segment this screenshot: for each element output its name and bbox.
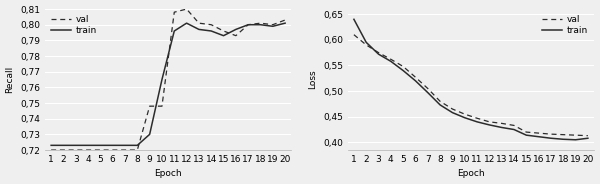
val	[232, 35, 239, 37]
val	[350, 34, 358, 36]
train	[486, 124, 493, 126]
val	[245, 24, 252, 26]
Legend: val, train: val, train	[49, 14, 99, 37]
val	[387, 58, 394, 60]
train	[412, 80, 419, 82]
train	[257, 24, 264, 26]
val	[208, 24, 215, 26]
train	[208, 30, 215, 32]
val	[523, 131, 530, 133]
train	[121, 144, 128, 146]
val	[97, 149, 104, 151]
val	[547, 133, 554, 135]
train	[498, 126, 505, 129]
val	[170, 11, 178, 13]
train	[535, 136, 542, 138]
Line: train: train	[51, 23, 285, 145]
val	[60, 149, 67, 151]
val	[109, 149, 116, 151]
Line: val: val	[354, 35, 588, 136]
val	[362, 44, 370, 46]
val	[375, 52, 382, 54]
train	[375, 53, 382, 55]
val	[220, 30, 227, 32]
val	[281, 19, 289, 21]
train	[109, 144, 116, 146]
val	[257, 22, 264, 24]
val	[183, 8, 190, 10]
train	[47, 144, 55, 146]
val	[486, 121, 493, 123]
train	[220, 35, 227, 37]
val	[511, 124, 518, 127]
val	[449, 108, 456, 110]
train	[387, 60, 394, 62]
Legend: val, train: val, train	[540, 14, 590, 37]
val	[461, 113, 469, 115]
Line: train: train	[354, 19, 588, 140]
Line: val: val	[51, 9, 285, 150]
train	[523, 134, 530, 136]
val	[412, 76, 419, 78]
Y-axis label: Recall: Recall	[5, 66, 14, 93]
train	[362, 41, 370, 43]
val	[572, 134, 579, 136]
val	[72, 149, 79, 151]
val	[269, 24, 277, 26]
train	[400, 70, 407, 72]
Y-axis label: Loss: Loss	[308, 70, 317, 89]
train	[560, 138, 567, 140]
train	[584, 137, 592, 139]
train	[572, 139, 579, 141]
val	[47, 149, 55, 151]
train	[449, 112, 456, 114]
val	[400, 65, 407, 68]
val	[85, 149, 92, 151]
train	[473, 121, 481, 123]
val	[158, 105, 166, 107]
train	[97, 144, 104, 146]
val	[146, 105, 153, 107]
train	[269, 25, 277, 27]
val	[424, 87, 431, 90]
train	[245, 24, 252, 26]
train	[183, 22, 190, 24]
train	[547, 137, 554, 139]
train	[461, 117, 469, 119]
train	[232, 28, 239, 31]
val	[584, 135, 592, 137]
train	[72, 144, 79, 146]
train	[85, 144, 92, 146]
train	[511, 128, 518, 131]
X-axis label: Epoch: Epoch	[154, 169, 182, 178]
X-axis label: Epoch: Epoch	[457, 169, 485, 178]
train	[350, 18, 358, 20]
val	[134, 149, 141, 151]
val	[560, 134, 567, 136]
train	[170, 30, 178, 32]
val	[498, 122, 505, 124]
val	[535, 132, 542, 134]
train	[437, 104, 444, 106]
train	[196, 28, 203, 31]
val	[121, 149, 128, 151]
train	[281, 22, 289, 24]
val	[437, 100, 444, 102]
train	[134, 144, 141, 146]
val	[196, 22, 203, 24]
train	[424, 91, 431, 94]
val	[473, 117, 481, 119]
train	[146, 133, 153, 135]
train	[158, 78, 166, 81]
train	[60, 144, 67, 146]
